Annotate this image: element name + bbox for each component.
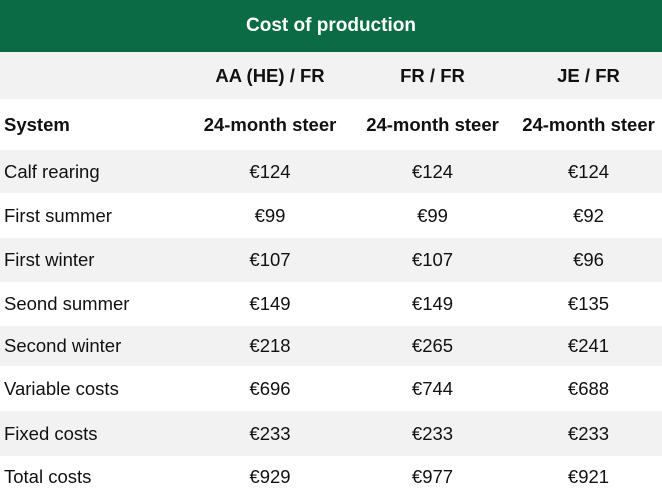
cost-cell: €149 [350, 282, 515, 326]
table-row: Second winter €218 €265 €241 [0, 326, 662, 366]
cost-cell: €107 [350, 238, 515, 282]
cost-cell: €688 [515, 366, 662, 411]
table-row: Calf rearing €124 €124 €124 [0, 150, 662, 193]
cost-cell: €929 [190, 456, 350, 497]
cost-cell: €149 [190, 282, 350, 326]
table-title: Cost of production [0, 0, 662, 52]
cost-cell: €233 [350, 411, 515, 456]
cost-cell: €977 [350, 456, 515, 497]
row-label: First winter [0, 238, 190, 282]
header-cell: FR / FR [350, 52, 515, 99]
table-row: Total costs €929 €977 €921 [0, 456, 662, 497]
header-cell: JE / FR [515, 52, 662, 99]
system-cell: 24-month steer [350, 99, 515, 150]
cost-cell: €124 [190, 150, 350, 193]
cost-cell: €135 [515, 282, 662, 326]
cost-cell: €265 [350, 326, 515, 366]
cost-cell: €99 [350, 193, 515, 238]
cost-cell: €124 [350, 150, 515, 193]
header-cell: AA (HE) / FR [190, 52, 350, 99]
table-row: Variable costs €696 €744 €688 [0, 366, 662, 411]
row-label: Second winter [0, 326, 190, 366]
table-row: First summer €99 €99 €92 [0, 193, 662, 238]
cost-cell: €241 [515, 326, 662, 366]
column-header-row: AA (HE) / FR FR / FR JE / FR [0, 52, 662, 99]
system-cell: 24-month steer [515, 99, 662, 150]
cost-cell: €218 [190, 326, 350, 366]
cost-cell: €124 [515, 150, 662, 193]
cost-cell: €92 [515, 193, 662, 238]
cost-cell: €744 [350, 366, 515, 411]
cost-cell: €233 [515, 411, 662, 456]
row-label: Calf rearing [0, 150, 190, 193]
system-cell: 24-month steer [190, 99, 350, 150]
table-row: Fixed costs €233 €233 €233 [0, 411, 662, 456]
table-row: First winter €107 €107 €96 [0, 238, 662, 282]
system-row: System 24-month steer 24-month steer 24-… [0, 99, 662, 150]
cost-cell: €99 [190, 193, 350, 238]
cost-cell: €921 [515, 456, 662, 497]
row-label: Total costs [0, 456, 190, 497]
cost-cell: €233 [190, 411, 350, 456]
row-label: Fixed costs [0, 411, 190, 456]
cost-cell: €107 [190, 238, 350, 282]
row-label: First summer [0, 193, 190, 238]
row-label: Seond summer [0, 282, 190, 326]
row-label: Variable costs [0, 366, 190, 411]
cost-table: AA (HE) / FR FR / FR JE / FR System 24-m… [0, 52, 662, 497]
row-label: System [0, 99, 190, 150]
header-cell [0, 52, 190, 99]
table-row: Seond summer €149 €149 €135 [0, 282, 662, 326]
cost-cell: €96 [515, 238, 662, 282]
cost-cell: €696 [190, 366, 350, 411]
